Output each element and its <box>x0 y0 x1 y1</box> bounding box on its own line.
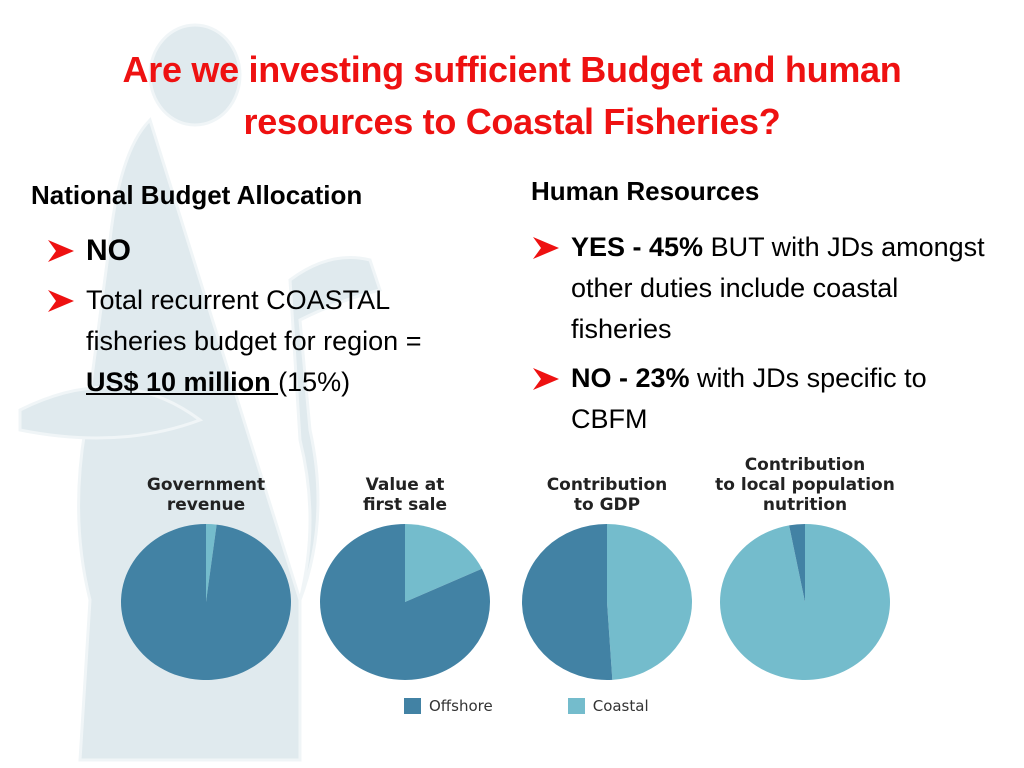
pie <box>720 524 890 680</box>
coastal-swatch-icon <box>567 698 585 714</box>
budget-bullet-no: NO <box>48 230 488 272</box>
chart-title: Value at first sale <box>362 475 448 515</box>
legend-offshore: Offshore <box>404 697 493 715</box>
budget-percent: (15%) <box>278 367 351 397</box>
budget-bullet-list: NO Total recurrent COASTAL fisheries bud… <box>48 230 488 411</box>
title-line-1: Are we investing sufficient Budget and h… <box>122 49 902 90</box>
hr-yes-text: BUT with JDs amongst other duties includ… <box>571 232 985 344</box>
hr-bullet-yes: YES - 45% BUT with JDs amongst other dut… <box>533 227 993 350</box>
pie-slice-coastal <box>206 524 217 602</box>
legend-coastal: Coastal <box>567 697 649 715</box>
national-budget-heading: National Budget Allocation <box>31 180 363 210</box>
pie <box>120 524 291 680</box>
pie-slice-offshore <box>789 524 805 602</box>
pie-slice-offshore <box>320 524 490 680</box>
hr-bullet-list: YES - 45% BUT with JDs amongst other dut… <box>533 227 993 448</box>
chart-title: Contribution to local population nutrition <box>715 455 895 515</box>
hr-bullet-no: NO - 23% with JDs specific to CBFM <box>533 358 993 440</box>
human-resources-heading: Human Resources <box>531 176 760 206</box>
hr-no-percent: NO - 23% <box>571 363 690 393</box>
pie-slice-offshore <box>120 524 291 680</box>
pie-slice-coastal <box>405 524 482 602</box>
arrow-bullet-icon <box>48 290 74 312</box>
pie-chart-nutrition: Contribution to local population nutrition <box>700 455 910 685</box>
slide-title: Are we investing sufficient Budget and h… <box>0 44 1024 148</box>
hr-no-text: with JDs specific to CBFM <box>571 363 927 434</box>
pie-chart-gdp: Contribution to GDP <box>507 455 707 685</box>
budget-bullet-total: Total recurrent COASTAL fisheries budget… <box>48 280 488 403</box>
arrow-bullet-icon <box>533 237 559 259</box>
hr-yes-percent: YES - 45% <box>571 232 704 262</box>
budget-total-text: Total recurrent COASTAL fisheries budget… <box>86 285 422 356</box>
pie-chart-government-revenue: Government revenue <box>106 455 306 685</box>
pie-slice-coastal <box>607 524 692 680</box>
title-line-2: resources to Coastal Fisheries? <box>243 101 781 142</box>
arrow-bullet-icon <box>48 240 74 262</box>
pie-slice-offshore <box>521 524 613 680</box>
chart-title: Government revenue <box>146 475 266 515</box>
pie <box>320 524 490 680</box>
pie-chart-value-first-sale: Value at first sale <box>305 455 505 685</box>
chart-title: Contribution to GDP <box>546 475 668 515</box>
budget-answer: NO <box>86 234 131 267</box>
pie <box>521 524 692 680</box>
chart-legend: Offshore Coastal <box>404 697 649 715</box>
budget-amount: US$ 10 million <box>86 367 279 397</box>
arrow-bullet-icon <box>533 368 559 390</box>
offshore-swatch-icon <box>404 698 421 714</box>
